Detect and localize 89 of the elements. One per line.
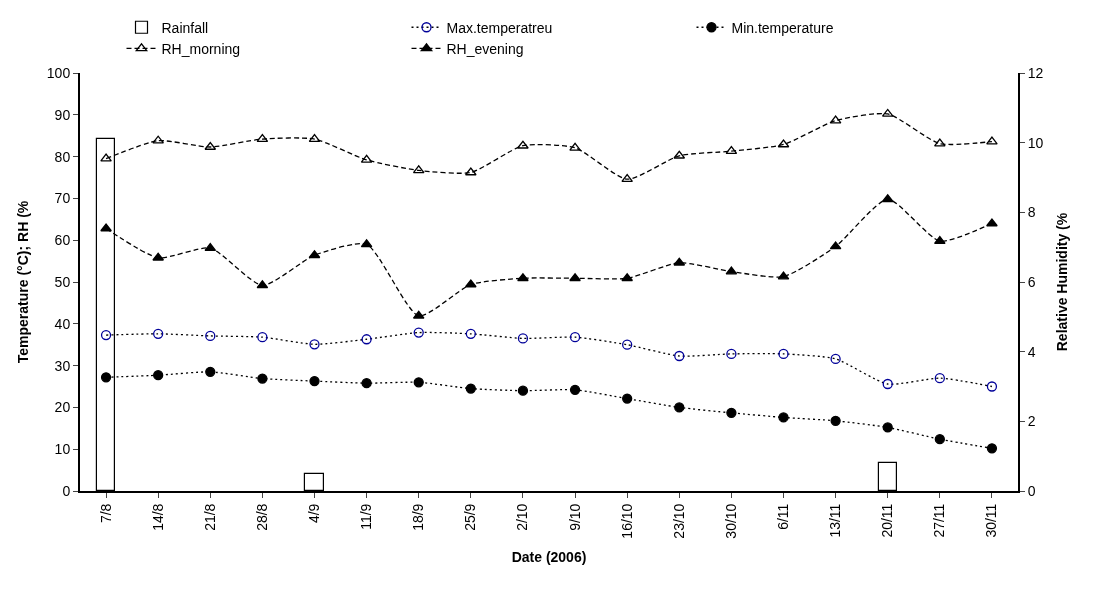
y-tick-label: 80 xyxy=(54,148,71,165)
point xyxy=(882,378,893,390)
x-tick-label: 6/11 xyxy=(775,503,792,530)
legend-label: Max.temperatreu xyxy=(446,19,553,36)
x-tick-label: 18/9 xyxy=(410,503,427,531)
point xyxy=(569,142,581,151)
point xyxy=(726,407,737,418)
legend-label: RH_evening xyxy=(446,40,524,57)
y2-tick-label: 2 xyxy=(1027,413,1036,430)
point xyxy=(934,434,945,445)
point xyxy=(204,242,217,252)
point xyxy=(986,218,998,227)
point xyxy=(569,384,581,395)
x-tick-label: 27/11 xyxy=(931,503,948,538)
point xyxy=(674,402,685,413)
point xyxy=(257,373,268,384)
x-tick-label: 9/10 xyxy=(566,503,583,531)
point xyxy=(674,350,685,362)
point xyxy=(517,333,529,344)
y-tick-label: 20 xyxy=(54,399,71,416)
y-tick-label: 50 xyxy=(54,273,71,290)
point xyxy=(986,443,998,454)
y-tick-label: 90 xyxy=(54,106,71,123)
legend-label: RH_morning xyxy=(161,40,241,57)
y-tick-label: 0 xyxy=(62,482,71,499)
point xyxy=(413,327,424,338)
point xyxy=(205,366,216,378)
legend-label: Min.temperature xyxy=(731,19,834,36)
point xyxy=(465,383,476,394)
x-tick-label: 21/8 xyxy=(201,503,218,531)
point xyxy=(622,339,633,350)
legend-label: Rainfall xyxy=(161,19,209,36)
y2-tick-label: 10 xyxy=(1027,134,1044,151)
x-tick-label: 16/10 xyxy=(618,503,635,539)
point xyxy=(934,372,945,384)
y2-axis-title: Relative Humidity (% xyxy=(1054,212,1071,352)
point xyxy=(257,332,268,343)
x-tick-label: 13/11 xyxy=(827,503,844,538)
point xyxy=(778,412,789,423)
point xyxy=(569,332,581,343)
point xyxy=(622,393,633,404)
point xyxy=(986,136,998,145)
point xyxy=(465,328,476,339)
y-tick-label: 10 xyxy=(54,441,71,458)
x-tick-label: 7/8 xyxy=(97,503,114,524)
y-tick-label: 40 xyxy=(54,315,71,332)
point xyxy=(100,223,112,232)
point xyxy=(309,339,320,350)
y2-tick-label: 0 xyxy=(1027,482,1036,499)
point xyxy=(153,328,164,339)
y-tick-label: 100 xyxy=(46,64,71,81)
point xyxy=(778,348,789,360)
y2-tick-label: 8 xyxy=(1027,204,1036,221)
point xyxy=(100,372,112,383)
point xyxy=(830,415,841,426)
x-tick-label: 30/10 xyxy=(722,503,739,539)
y-tick-label: 70 xyxy=(54,190,71,207)
point xyxy=(830,353,841,365)
point xyxy=(882,422,893,433)
x-tick-label: 25/9 xyxy=(462,503,479,531)
point xyxy=(361,378,372,389)
point xyxy=(153,370,164,381)
point xyxy=(361,334,372,345)
point xyxy=(205,330,216,342)
point xyxy=(986,381,998,392)
point xyxy=(569,273,581,282)
point xyxy=(726,348,737,360)
y2-tick-label: 6 xyxy=(1027,273,1036,290)
point xyxy=(517,385,529,396)
y2-tick-label: 4 xyxy=(1027,343,1036,360)
y-tick-label: 60 xyxy=(54,232,71,249)
x-tick-label: 11/9 xyxy=(358,503,375,530)
x-tick-label: 30/11 xyxy=(983,503,1000,538)
point xyxy=(309,375,320,387)
x-tick-label: 2/10 xyxy=(514,503,531,531)
y-tick-label: 30 xyxy=(54,357,71,374)
x-tick-label: 20/11 xyxy=(879,503,896,538)
y-axis-title: Temperature (°C); RH (% xyxy=(14,200,31,364)
x-tick-label: 4/9 xyxy=(306,503,323,524)
y2-tick-label: 12 xyxy=(1027,64,1044,81)
x-tick-label: 14/8 xyxy=(149,503,166,531)
point xyxy=(517,140,529,149)
x-tick-label: 23/10 xyxy=(670,503,687,539)
point xyxy=(100,153,112,162)
x-tick-label: 28/8 xyxy=(253,503,270,531)
point xyxy=(517,273,529,282)
point xyxy=(100,329,112,341)
x-axis-title: Date (2006) xyxy=(511,549,587,566)
point xyxy=(413,377,424,388)
